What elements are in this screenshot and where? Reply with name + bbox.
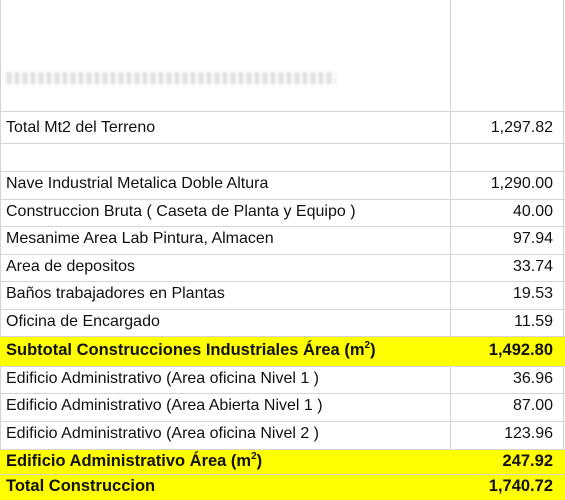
row-label: Construccion Bruta ( Caseta de Planta y …	[6, 203, 356, 220]
row-value: 123.96	[504, 425, 553, 442]
row-label: Nave Industrial Metalica Doble Altura	[6, 175, 269, 192]
subtotal-row-administrativo: Edificio Administrativo Área (m2) 247.92	[0, 450, 565, 475]
row-value: 40.00	[512, 203, 553, 220]
blurred-header-text	[6, 72, 336, 84]
row-label: Edificio Administrativo (Area Abierta Ni…	[6, 397, 323, 414]
row-value: 247.92	[502, 452, 553, 470]
row-value: 97.94	[512, 230, 553, 247]
column-gridline	[0, 0, 1, 500]
table-row: Mesanime Area Lab Pintura, Almacen 97.94	[0, 227, 565, 255]
row-value: 1,740.72	[488, 477, 553, 495]
table-row: Construccion Bruta ( Caseta de Planta y …	[0, 200, 565, 227]
row-label: Edificio Administrativo (Area oficina Ni…	[6, 425, 320, 442]
row-label: Baños trabajadores en Plantas	[6, 285, 225, 302]
table-row: Edificio Administrativo (Area Abierta Ni…	[0, 394, 565, 422]
table-row: Area de depositos 33.74	[0, 255, 565, 282]
table-row: Nave Industrial Metalica Doble Altura 1,…	[0, 172, 565, 200]
row-value: 11.59	[514, 313, 553, 330]
row-label: Edificio Administrativo (Area oficina Ni…	[6, 370, 320, 387]
row-label: Area de depositos	[6, 258, 135, 275]
table-row: Edificio Administrativo (Area oficina Ni…	[0, 422, 565, 450]
blank-row	[0, 84, 565, 112]
row-label: Mesanime Area Lab Pintura, Almacen	[6, 230, 274, 247]
row-value: 36.96	[512, 370, 553, 387]
column-gridline	[563, 0, 564, 500]
table-row: Oficina de Encargado 11.59	[0, 310, 565, 337]
table-row-terreno: Total Mt2 del Terreno 1,297.82	[0, 113, 565, 144]
row-value: 33.74	[512, 258, 553, 275]
blank-row	[0, 144, 565, 172]
row-label: Edificio Administrativo Área (m2)	[6, 451, 263, 471]
row-value: 19.53	[512, 285, 553, 302]
row-value: 87.00	[512, 397, 553, 414]
table-row: Edificio Administrativo (Area oficina Ni…	[0, 367, 565, 394]
row-label: Total Construccion	[6, 477, 156, 495]
subtotal-row-industrial: Subtotal Construcciones Industriales Áre…	[0, 337, 565, 367]
row-label: Subtotal Construcciones Industriales Áre…	[6, 340, 376, 360]
row-value: 1,492.80	[488, 341, 553, 359]
row-value: 1,297.82	[490, 119, 553, 136]
column-gridline	[450, 0, 451, 500]
total-row: Total Construccion 1,740.72	[0, 475, 565, 500]
row-value: 1,290.00	[490, 175, 553, 192]
row-label: Oficina de Encargado	[6, 313, 160, 330]
row-label: Total Mt2 del Terreno	[6, 119, 156, 136]
table-row: Baños trabajadores en Plantas 19.53	[0, 282, 565, 310]
